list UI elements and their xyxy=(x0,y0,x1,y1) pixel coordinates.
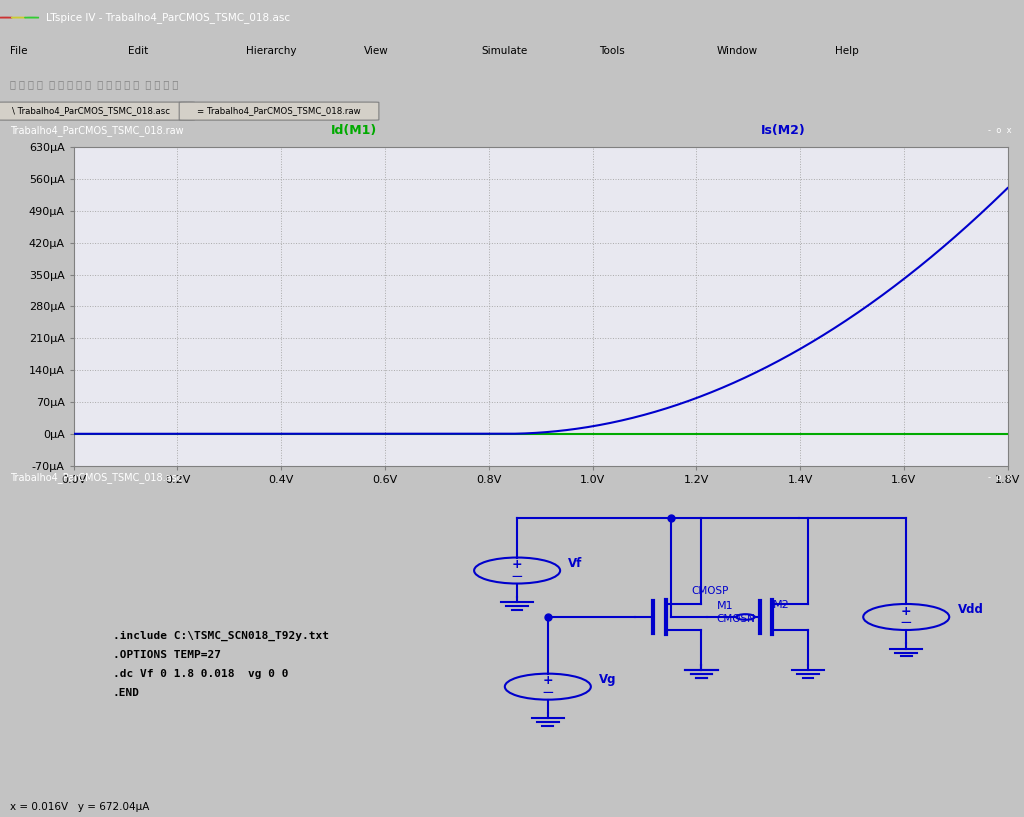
Text: LTspice IV - Trabalho4_ParCMOS_TSMC_018.asc: LTspice IV - Trabalho4_ParCMOS_TSMC_018.… xyxy=(46,12,290,23)
Text: +: + xyxy=(901,605,911,618)
Text: Id(M1): Id(M1) xyxy=(331,124,377,137)
Text: CMOSP: CMOSP xyxy=(691,586,728,596)
Text: Edit: Edit xyxy=(128,46,148,56)
Text: M2: M2 xyxy=(773,600,790,609)
Text: −: − xyxy=(542,685,554,700)
Text: .include C:\TSMC_SCN018_T92y.txt: .include C:\TSMC_SCN018_T92y.txt xyxy=(113,631,329,641)
Text: CMOSN: CMOSN xyxy=(717,614,756,623)
Text: ⬜ ⬜ ⬜ ⬜  ⬜ ⬜ ⬜ ⬜ ⬜  ⬜ ⬜ ⬜ ⬜ ⬜  ⬜ ⬜ ⬜ ⬜: ⬜ ⬜ ⬜ ⬜ ⬜ ⬜ ⬜ ⬜ ⬜ ⬜ ⬜ ⬜ ⬜ ⬜ ⬜ ⬜ ⬜ ⬜ xyxy=(10,79,178,89)
Text: Vdd: Vdd xyxy=(957,603,983,616)
Text: x = 0.016V   y = 672.04μA: x = 0.016V y = 672.04μA xyxy=(10,801,150,812)
Text: Vf: Vf xyxy=(568,557,583,570)
Text: Window: Window xyxy=(717,46,758,56)
Text: Hierarchy: Hierarchy xyxy=(246,46,296,56)
Text: Trabalho4_ParCMOS_TSMC_018.asc: Trabalho4_ParCMOS_TSMC_018.asc xyxy=(10,471,182,483)
FancyBboxPatch shape xyxy=(179,102,379,120)
Text: .END: .END xyxy=(113,688,139,699)
Text: +: + xyxy=(512,558,522,571)
Text: = Trabalho4_ParCMOS_TSMC_018.raw: = Trabalho4_ParCMOS_TSMC_018.raw xyxy=(197,106,360,116)
Text: Tools: Tools xyxy=(599,46,625,56)
Text: Vg: Vg xyxy=(599,673,616,686)
Text: .OPTIONS TEMP=27: .OPTIONS TEMP=27 xyxy=(113,650,220,660)
Text: −: − xyxy=(511,569,523,584)
FancyBboxPatch shape xyxy=(0,102,195,120)
Text: \ Trabalho4_ParCMOS_TSMC_018.asc: \ Trabalho4_ParCMOS_TSMC_018.asc xyxy=(12,106,170,116)
Text: +: + xyxy=(543,674,553,687)
Text: View: View xyxy=(364,46,388,56)
Text: File: File xyxy=(10,46,28,56)
Text: Is(M2): Is(M2) xyxy=(761,124,806,137)
Text: -  o  x: - o x xyxy=(988,472,1012,482)
Text: Help: Help xyxy=(835,46,858,56)
Text: −: − xyxy=(900,615,912,631)
Text: .dc Vf 0 1.8 0.018  vg 0 0: .dc Vf 0 1.8 0.018 vg 0 0 xyxy=(113,669,288,679)
Text: Trabalho4_ParCMOS_TSMC_018.raw: Trabalho4_ParCMOS_TSMC_018.raw xyxy=(10,125,184,136)
Text: M1: M1 xyxy=(717,601,733,611)
Text: -  o  x: - o x xyxy=(988,126,1012,136)
Text: Simulate: Simulate xyxy=(481,46,527,56)
